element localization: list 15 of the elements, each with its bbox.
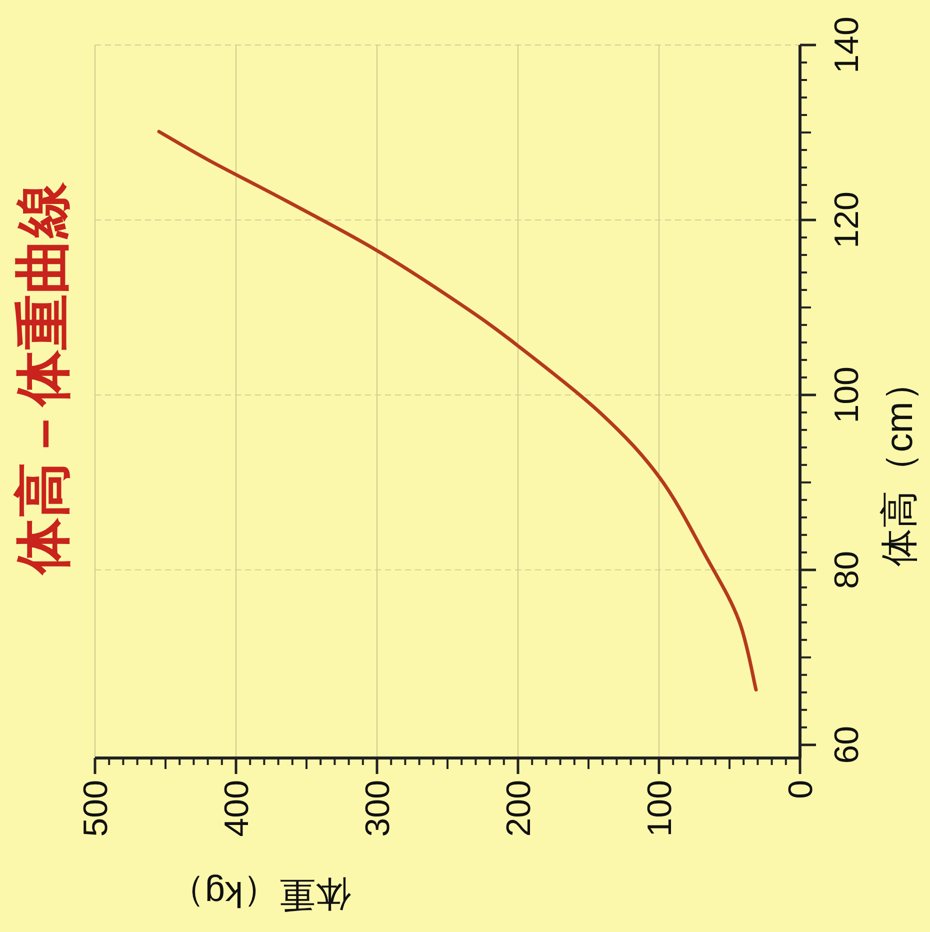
y-tick-label: 140: [828, 16, 866, 74]
y-tick-label: 60: [828, 726, 866, 764]
line-series: [157, 130, 758, 692]
y-axis-title: 体高（cm）: [879, 364, 921, 566]
x-axis-title: 体重（kg）: [168, 874, 352, 915]
x-tick-label: 400: [218, 780, 256, 837]
x-tick-label: 0: [782, 780, 820, 799]
x-tick-label: 200: [500, 780, 538, 837]
x-tick-label: 500: [77, 780, 115, 837]
y-tick-label: 120: [828, 192, 866, 248]
x-tick-label: 100: [641, 780, 679, 837]
y-tick-label: 100: [828, 366, 866, 424]
text: 体高－体重曲線: [11, 181, 74, 576]
x-tick-label: 300: [359, 780, 397, 837]
y-tick-label: 80: [828, 550, 866, 589]
